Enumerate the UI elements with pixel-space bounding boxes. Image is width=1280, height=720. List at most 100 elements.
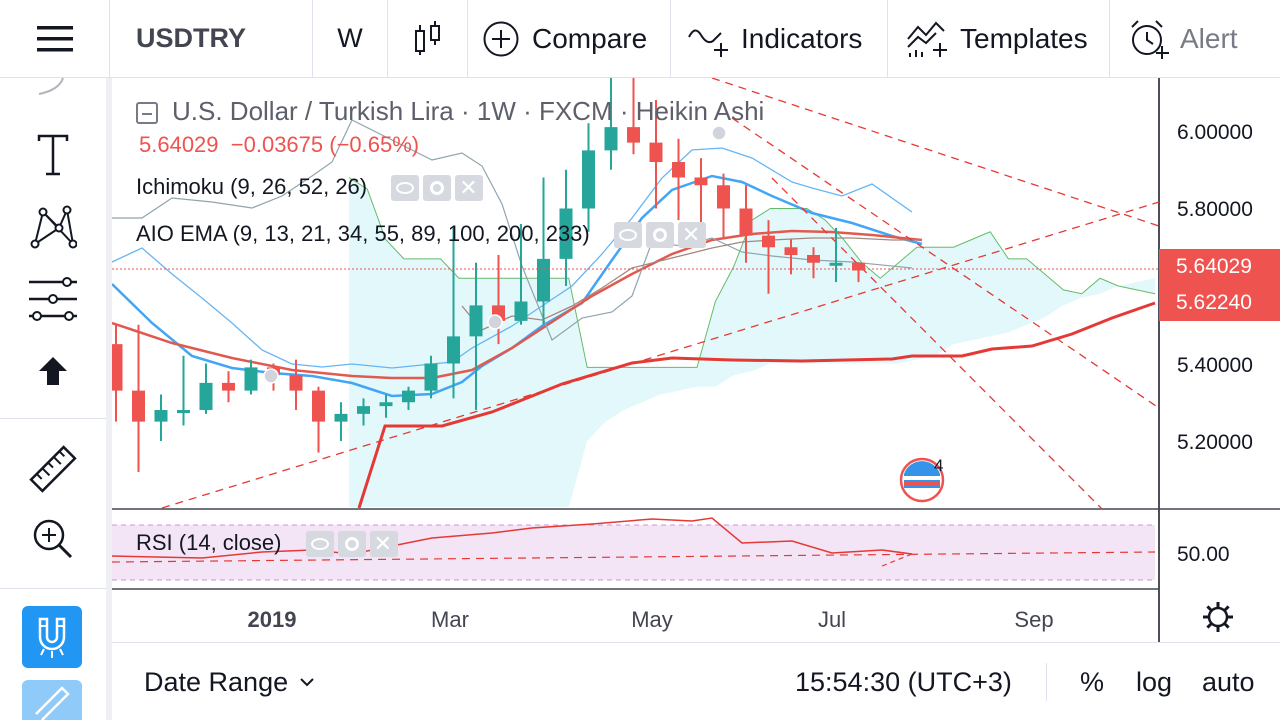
price-tick: 5.40000 [1177,354,1253,377]
split-marker[interactable] [263,368,279,384]
split-marker[interactable] [487,314,503,330]
rsi-tick: 50.00 [1177,543,1230,566]
arrow-tool[interactable] [22,340,84,402]
candle [379,394,393,418]
ruler-icon [29,445,77,493]
price-tick: 5.20000 [1177,431,1253,454]
settings-button[interactable] [423,175,452,202]
prediction-tool[interactable] [22,268,84,330]
close-icon: ✕ [459,175,478,201]
economic-event-badge[interactable]: 4 [899,456,945,503]
menu-button[interactable] [0,0,110,77]
toolbar-divider [0,588,106,589]
log-label: log [1136,666,1173,697]
chart-settings-button[interactable] [1203,602,1233,632]
time-tick: Jul [818,607,846,632]
auto-scale-button[interactable]: auto [1202,643,1255,720]
downtrend-line-2 [771,177,1103,510]
support-trendline [161,201,1160,509]
magnet-mode-button[interactable] [22,606,82,668]
rsi-band [112,525,1155,580]
date-range-button[interactable]: Date Range [144,643,316,720]
candle [312,386,325,453]
shape-tool[interactable] [22,70,84,104]
zoom-tool[interactable] [22,508,84,570]
indicators-button[interactable]: Indicators [671,0,888,77]
remove-button[interactable]: ✕ [455,175,484,202]
rsi-line [112,517,913,559]
candles [112,78,865,472]
percent-scale-button[interactable]: % [1080,643,1104,720]
candle [717,173,730,240]
visibility-button[interactable] [391,175,420,202]
toolbar-border [106,78,112,720]
templates-button[interactable]: Templates [888,0,1110,77]
rsi-legend: RSI (14, close) ✕ [136,530,398,558]
candle [762,220,775,294]
chart-area[interactable]: 6.00000 5.80000 5.40000 5.20000 50.00 4 … [112,78,1280,642]
ruler-tool[interactable] [22,438,84,500]
candle [784,239,798,275]
candle [627,78,640,155]
alert-button[interactable]: Alert [1110,0,1280,77]
templates-icon [907,21,947,57]
collapse-legend-button[interactable] [136,102,158,125]
downtrend-line-1 [731,117,1160,409]
price-tick: 5.80000 [1177,198,1253,221]
remove-button[interactable]: ✕ [369,531,398,558]
long-position-icon [29,277,77,321]
rsi-trendline [112,551,1156,563]
candle [199,363,213,414]
indicators-icon [688,29,728,57]
series-title: U.S. Dollar / Turkish Lira · 1W · FXCM ·… [172,96,765,126]
legend-change: −0.03675 (−0.65%) [230,132,420,157]
candle [694,158,708,228]
candle [514,224,528,325]
time-tick: May [631,607,673,632]
candle [402,386,415,410]
current-price-value: 5.64029 [1176,255,1252,278]
settings-button[interactable] [337,531,366,558]
log-scale-button[interactable]: log [1136,643,1172,720]
remove-button[interactable]: ✕ [677,222,706,249]
candle [852,262,865,283]
symbol-search-button[interactable]: USDTRY [110,0,313,77]
magnet-icon [38,617,66,658]
chart-canvas[interactable]: 6.00000 5.80000 5.40000 5.20000 50.00 4 … [112,78,1280,642]
candle [649,100,663,209]
eye-icon [618,229,637,242]
indicator-price-label: 5.62240 [1159,285,1280,321]
plus-circle-icon [483,21,519,56]
text-tool[interactable] [22,124,84,186]
symbol-label: USDTRY [136,23,247,53]
candle [132,324,145,472]
split-marker[interactable] [711,125,727,141]
settings-button[interactable] [645,222,674,249]
candle [244,359,258,395]
candle [739,185,753,263]
divider [1046,663,1047,701]
candle [112,324,123,422]
time-tick: Mar [431,607,469,632]
candle [289,359,303,410]
gear-icon [430,181,445,196]
visibility-button[interactable] [305,531,334,558]
chart-style-button[interactable] [388,0,468,77]
gear-icon [652,228,667,243]
candle [222,371,235,403]
zoom-in-icon [33,519,73,559]
close-icon: ✕ [681,222,701,248]
current-price-label: 5.64029 [1159,249,1280,285]
clock-time: 15:54:30 (UTC+3) [795,666,1012,697]
indicators-label: Indicators [741,22,863,54]
clock-display[interactable]: 15:54:30 (UTC+3) [795,643,1012,720]
cloud-area [349,177,1155,507]
candle [582,123,595,232]
drawing-mode-button[interactable] [22,680,82,720]
candle [357,398,370,426]
compare-button[interactable]: Compare [468,0,671,77]
eye-icon [310,538,329,551]
interval-button[interactable]: W [313,0,388,77]
pattern-tool[interactable] [22,196,84,258]
visibility-button[interactable] [613,222,642,249]
